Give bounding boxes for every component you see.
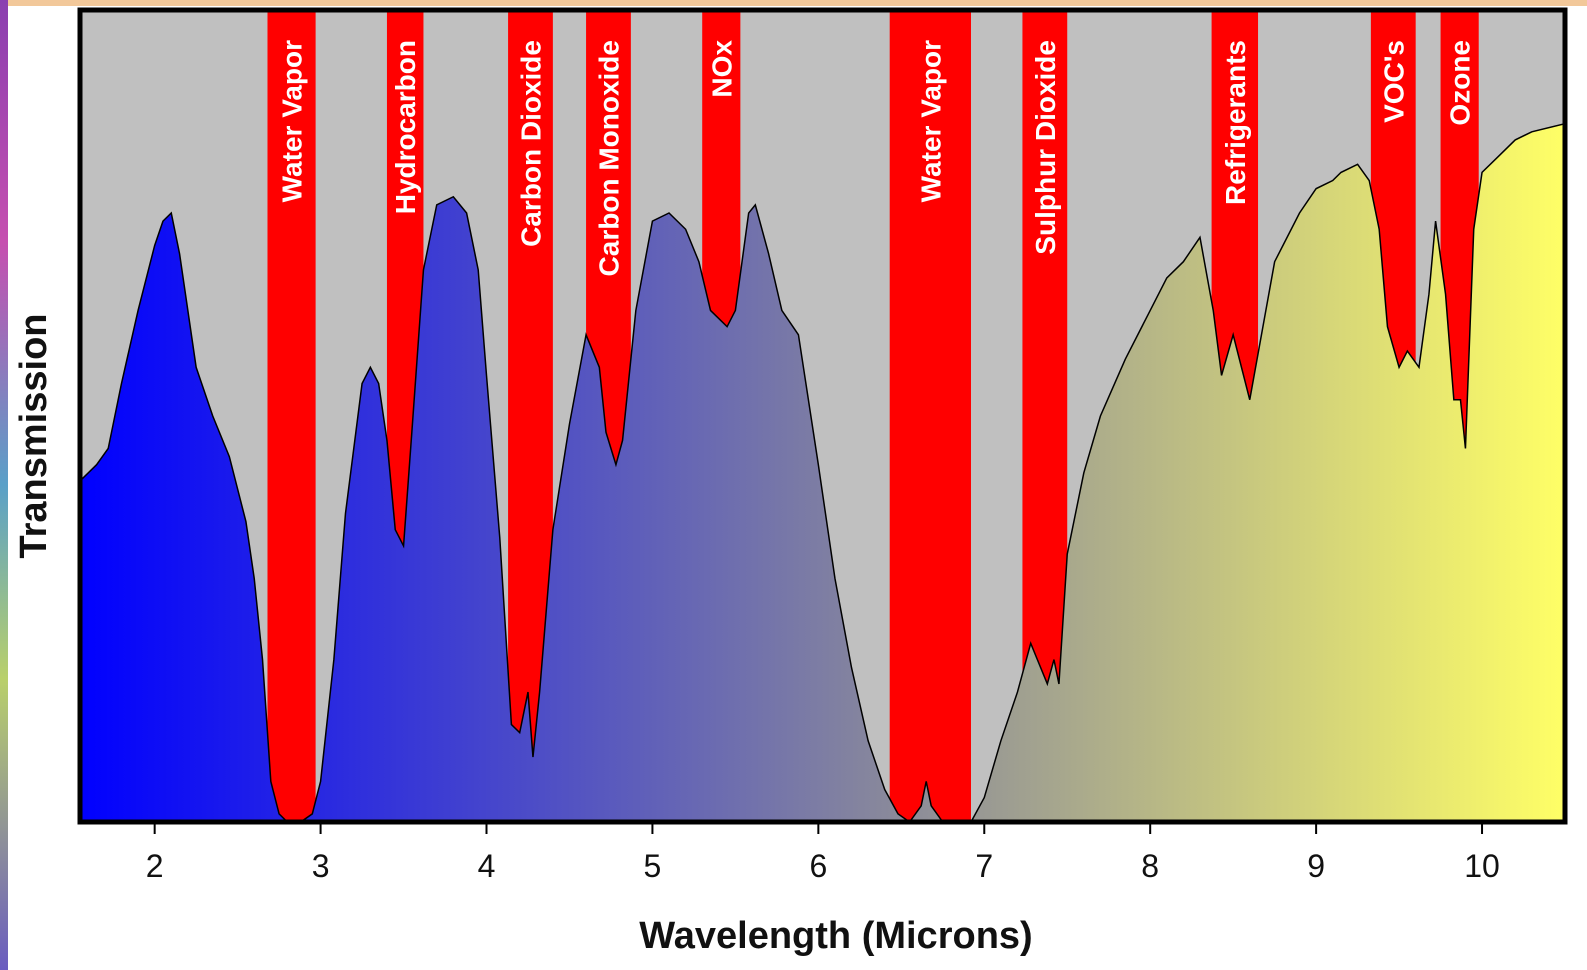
transmission-area — [79, 122, 1566, 824]
absorption-band-6 — [1022, 10, 1068, 684]
x-tick-label-7: 9 — [1307, 848, 1325, 884]
x-tick-label-3: 5 — [644, 848, 662, 884]
absorption-band-labels: Water Vapor Hydrocarbon Carbon Dioxide Carb… — [277, 40, 1476, 277]
absorption-band-label-6: Sulphur Dioxide — [1030, 40, 1061, 255]
absorption-band-label-2: Carbon Dioxide — [515, 40, 546, 247]
top-border-strip — [0, 0, 1587, 6]
absorption-band-label-4: NOx — [706, 40, 737, 98]
x-tick-label-5: 7 — [975, 848, 993, 884]
absorption-band-5 — [889, 10, 971, 822]
absorption-band-7 — [1211, 10, 1259, 400]
x-tick-label-1: 3 — [312, 848, 330, 884]
x-axis-title: Wavelength (Microns) — [639, 915, 1032, 957]
absorption-band-4 — [702, 10, 741, 327]
absorption-band-label-7: Refrigerants — [1220, 40, 1251, 205]
absorption-band-label-5: Water Vapor — [915, 40, 946, 202]
plot-frame — [77, 7, 1568, 825]
x-tick-label-4: 6 — [809, 848, 827, 884]
y-axis-title: Transmission — [13, 314, 55, 559]
absorption-band-label-0: Water Vapor — [277, 40, 308, 202]
x-tick-label-6: 8 — [1141, 848, 1159, 884]
absorption-band-label-9: Ozone — [1445, 40, 1476, 126]
x-tick-label-8: 10 — [1464, 848, 1500, 884]
x-tick-label-2: 4 — [478, 848, 496, 884]
absorption-band-label-3: Carbon Monoxide — [593, 40, 624, 276]
absorption-band-label-1: Hydrocarbon — [390, 40, 421, 214]
left-decorative-strip — [0, 0, 8, 970]
x-axis-ticks: 2 3 4 5 6 7 8 9 10 — [146, 822, 1500, 884]
x-tick-label-0: 2 — [146, 848, 164, 884]
absorption-band-label-8: VOC's — [1378, 40, 1409, 123]
absorption-band-0 — [267, 10, 316, 822]
